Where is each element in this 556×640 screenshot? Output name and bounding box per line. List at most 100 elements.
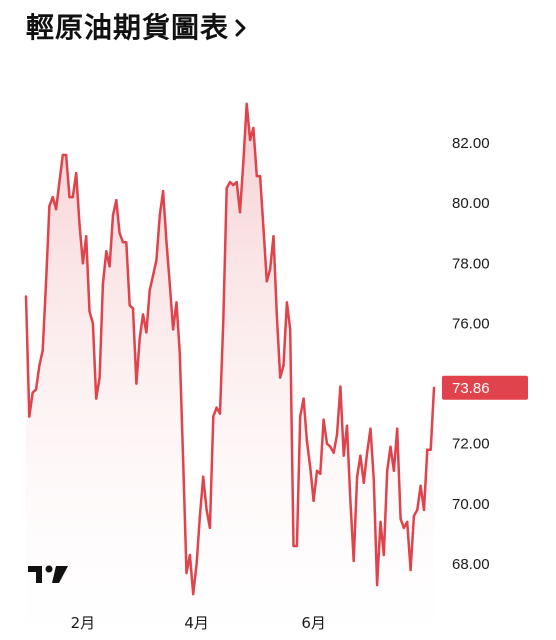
data-point [44, 280, 48, 283]
data-point [279, 376, 282, 379]
data-point [75, 171, 78, 175]
x-axis: 2月 4月 6月 [71, 614, 326, 632]
data-point [369, 427, 372, 430]
last-price-badge-bg [442, 375, 528, 400]
data-point [315, 469, 319, 472]
data-point [192, 592, 195, 596]
data-point [168, 283, 171, 286]
data-point [48, 204, 51, 208]
x-tick-label: 4月 [184, 614, 209, 632]
data-point [409, 568, 412, 572]
data-point [282, 364, 285, 367]
y-tick-label: 82.00 [452, 135, 490, 152]
data-point [245, 102, 248, 106]
data-point [345, 424, 349, 427]
data-point [262, 226, 265, 229]
data-point [252, 126, 255, 130]
data-point [208, 526, 212, 530]
data-point [235, 180, 238, 184]
data-point [175, 301, 178, 304]
data-point [232, 183, 235, 187]
data-point [115, 198, 118, 202]
data-point [322, 418, 325, 421]
data-point [161, 189, 165, 193]
data-point [188, 553, 192, 557]
data-point [64, 153, 68, 157]
data-point [202, 475, 205, 478]
data-point [128, 304, 131, 307]
page-title: 輕原油期貨圖表 [26, 11, 230, 44]
data-point [81, 262, 85, 265]
data-point [101, 283, 105, 286]
data-point [95, 397, 98, 400]
data-point [432, 386, 436, 389]
data-point [58, 180, 61, 184]
data-point [141, 313, 145, 316]
data-point [309, 466, 312, 469]
data-point [426, 448, 429, 451]
data-point [121, 241, 125, 244]
data-point [268, 268, 272, 271]
x-tick-label: 6月 [301, 614, 326, 632]
tradingview-logo-icon[interactable] [28, 565, 68, 584]
y-tick-label: 68.00 [452, 556, 490, 573]
data-point [135, 382, 138, 385]
y-tick-label: 72.00 [452, 436, 490, 453]
data-point [111, 214, 115, 217]
data-point [372, 478, 375, 481]
data-point [406, 520, 409, 524]
data-point [182, 460, 185, 463]
data-point [325, 442, 329, 445]
data-point [171, 328, 175, 331]
data-point [339, 385, 342, 388]
data-point [275, 313, 278, 316]
data-point [349, 499, 352, 503]
data-point [38, 364, 41, 367]
data-point [131, 307, 135, 310]
data-point [382, 553, 385, 557]
chevron-right-icon [235, 19, 246, 37]
data-point [389, 445, 392, 448]
data-point [71, 195, 75, 199]
data-point [88, 310, 91, 313]
data-point [319, 472, 322, 475]
data-point [299, 415, 302, 418]
data-point [218, 412, 222, 415]
data-point [78, 223, 81, 226]
data-point [222, 319, 225, 322]
data-point [402, 526, 406, 530]
data-point [329, 445, 332, 448]
data-point [375, 583, 379, 587]
data-point [419, 484, 422, 487]
last-price-badge: 73.86 [442, 375, 528, 400]
data-point [61, 153, 64, 157]
data-point [386, 469, 389, 472]
data-point [295, 544, 299, 548]
data-point [51, 195, 54, 199]
data-point [195, 562, 198, 566]
chart-title-link[interactable]: 輕原油期貨圖表 [26, 8, 247, 48]
data-point [41, 349, 44, 352]
data-point [155, 259, 158, 262]
data-point [422, 508, 426, 512]
data-point [416, 508, 419, 512]
last-price-label: 73.86 [452, 380, 490, 397]
data-point [289, 328, 292, 331]
x-tick-label: 2月 [71, 614, 96, 632]
data-point [225, 186, 228, 190]
data-point [98, 376, 101, 379]
data-point [265, 280, 268, 283]
data-point [399, 517, 402, 521]
data-point [355, 475, 359, 478]
data-point [215, 406, 218, 409]
price-area-fill [26, 103, 434, 640]
data-point [228, 180, 232, 184]
data-point [54, 208, 58, 211]
data-point [28, 415, 31, 418]
data-point [178, 352, 181, 355]
y-tick-label: 80.00 [452, 195, 490, 212]
data-point [68, 195, 71, 199]
data-point [198, 514, 202, 518]
